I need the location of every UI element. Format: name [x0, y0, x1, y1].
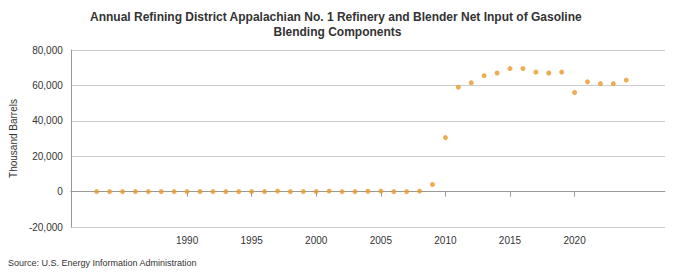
svg-text:2015: 2015	[499, 235, 522, 246]
svg-text:2005: 2005	[370, 235, 393, 246]
svg-text:40,000: 40,000	[32, 115, 63, 126]
svg-text:-20,000: -20,000	[29, 222, 63, 233]
svg-text:60,000: 60,000	[32, 80, 63, 91]
svg-text:20,000: 20,000	[32, 151, 63, 162]
svg-text:2010: 2010	[434, 235, 457, 246]
svg-text:Annual Refining District Appal: Annual Refining District Appalachian No.…	[90, 10, 585, 24]
svg-text:1990: 1990	[176, 235, 199, 246]
svg-text:1995: 1995	[241, 235, 264, 246]
svg-text:Blending Components: Blending Components	[274, 25, 402, 39]
svg-text:Thousand Barrels: Thousand Barrels	[8, 99, 19, 178]
svg-text:0: 0	[57, 186, 63, 197]
svg-text:2020: 2020	[563, 235, 586, 246]
svg-text:2000: 2000	[305, 235, 328, 246]
svg-text:80,000: 80,000	[32, 45, 63, 56]
svg-text:Source: U.S. Energy Informatio: Source: U.S. Energy Information Administ…	[8, 258, 197, 268]
